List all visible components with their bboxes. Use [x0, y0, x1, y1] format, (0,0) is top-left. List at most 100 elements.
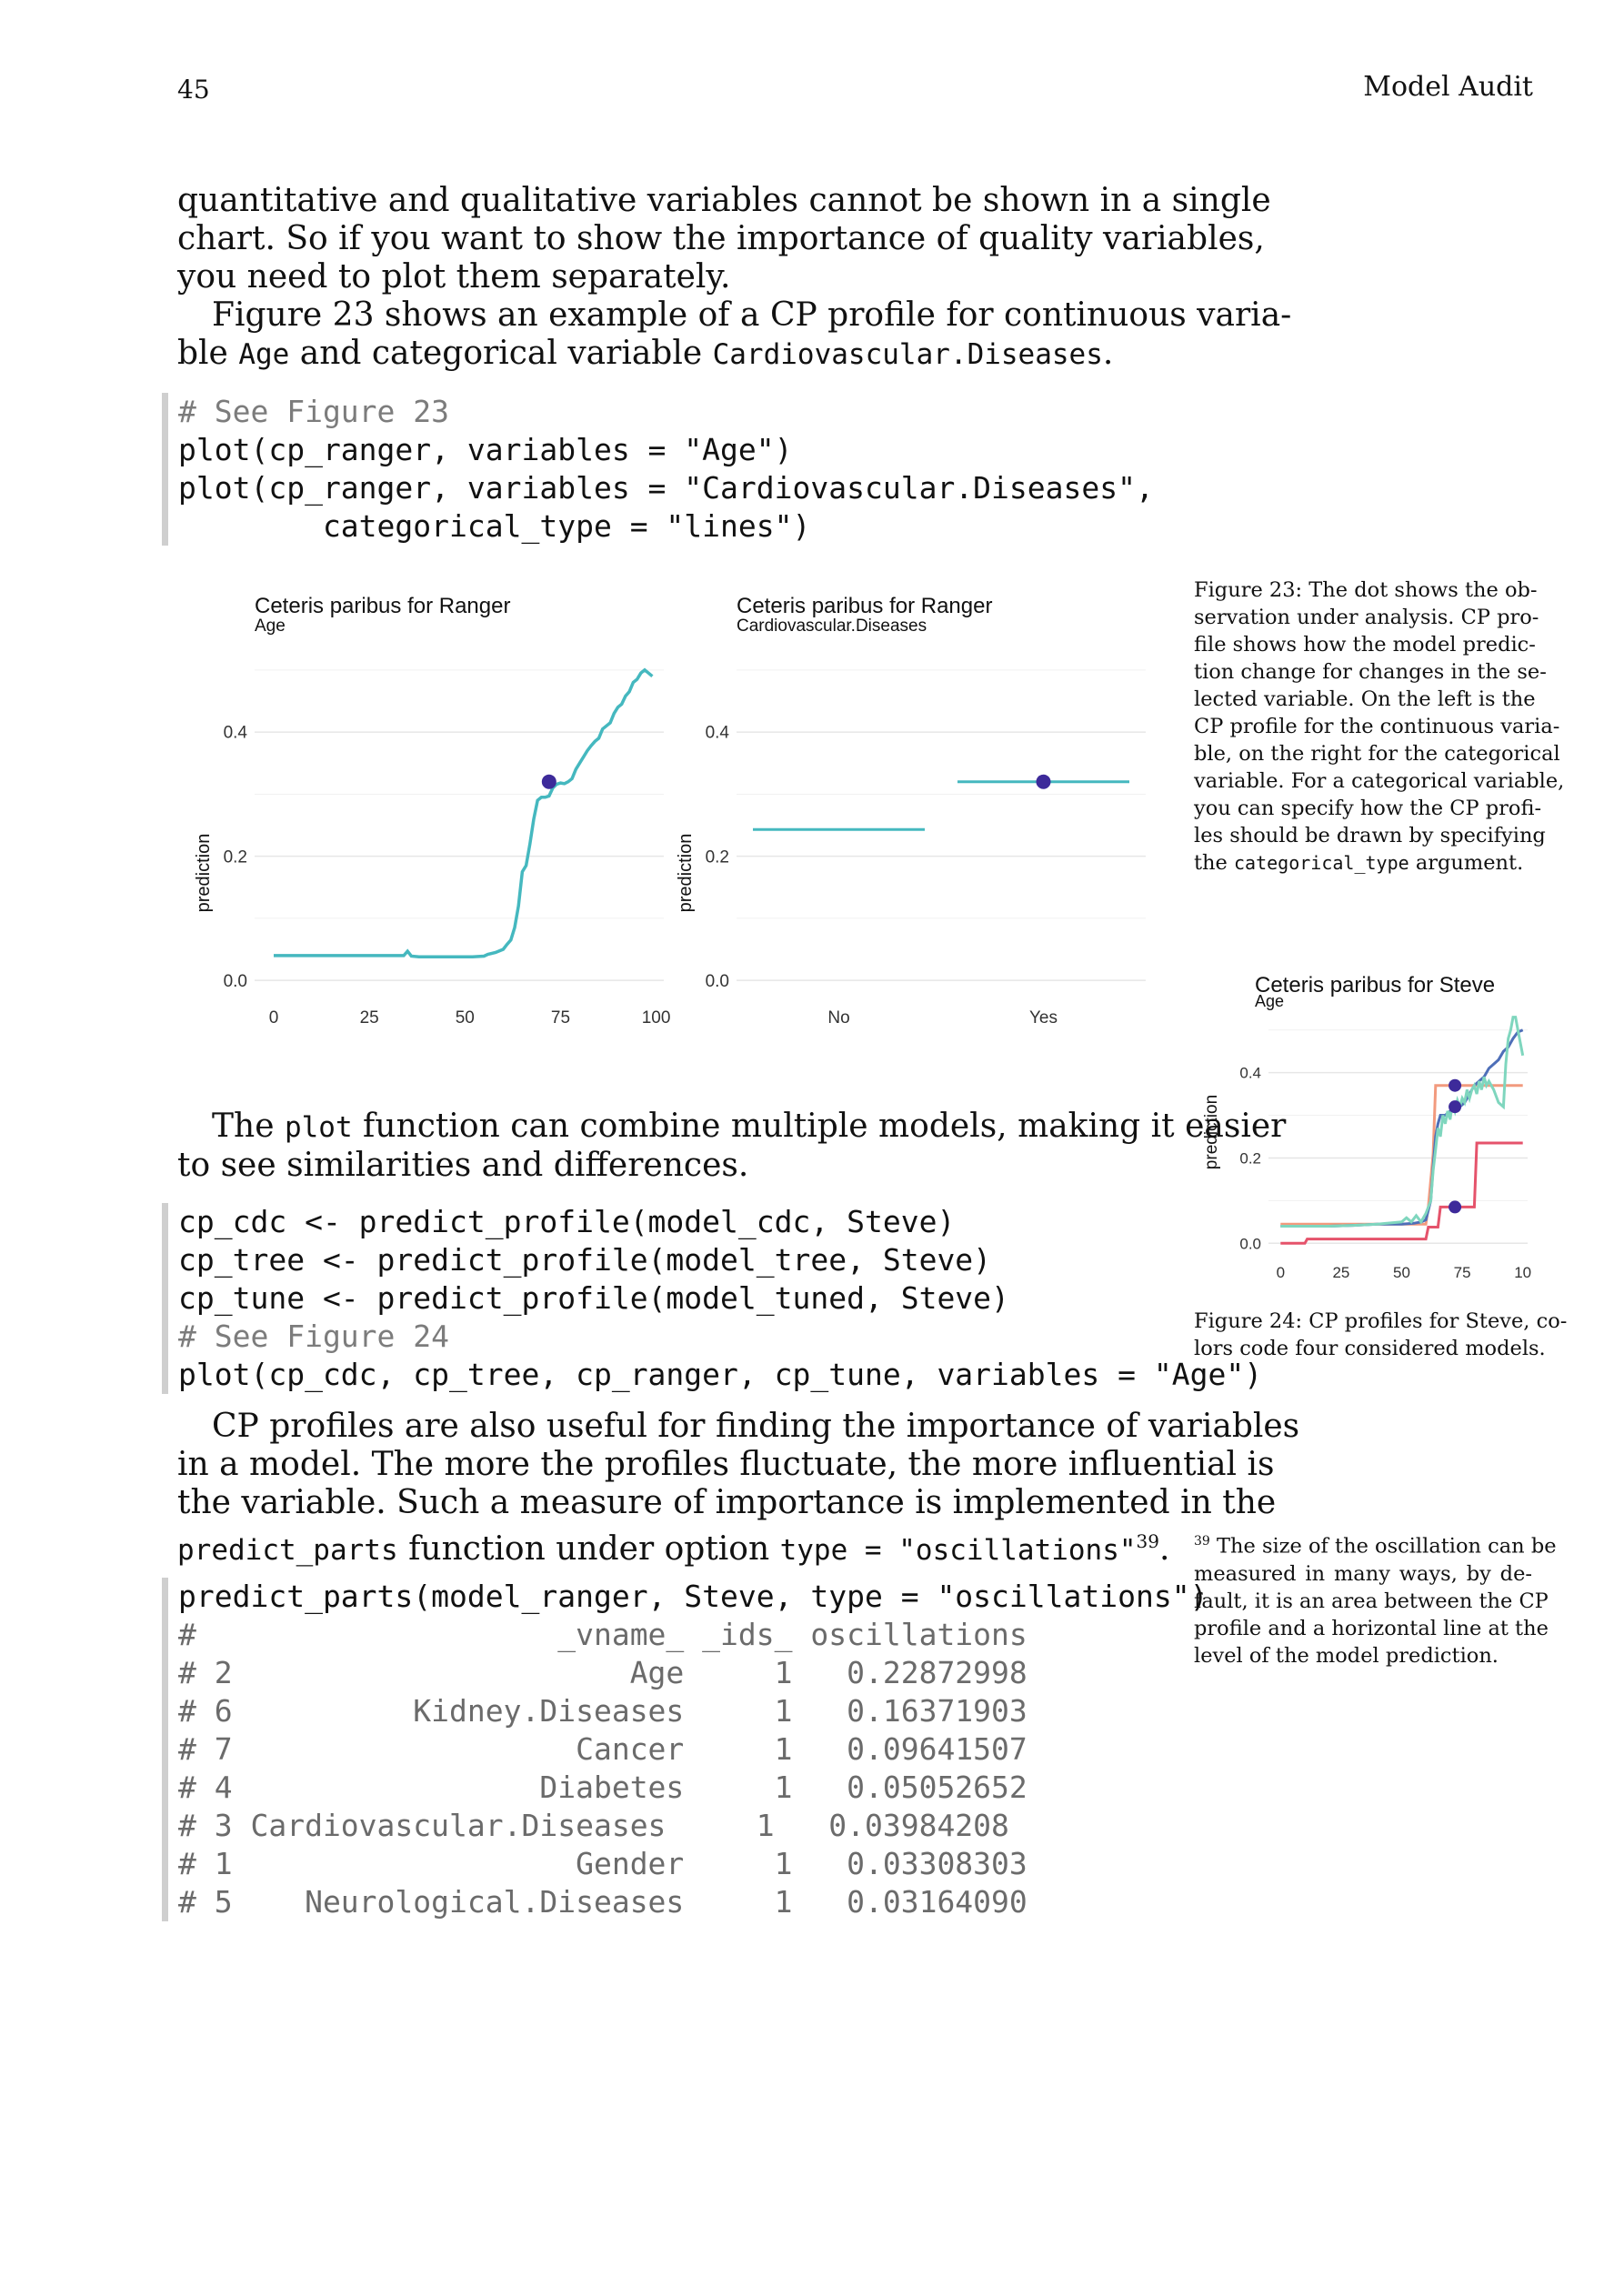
x-tick-label: 10: [1514, 1264, 1531, 1281]
code-line: cp_tune <- predict_profile(model_tuned, …: [178, 1280, 1009, 1316]
code-block-figure-23: # See Figure 23 plot(cp_ranger, variable…: [162, 393, 1154, 546]
output-line: # 6 Kidney.Diseases 1 0.16371903: [178, 1693, 1028, 1729]
caption-line: tion change for changes in the se-: [1194, 660, 1547, 684]
chart-subtitle: Age: [1255, 992, 1284, 1010]
caption-line: les should be drawn by specifying: [1194, 824, 1546, 847]
output-line: # 4 Diabetes 1 0.05052652: [178, 1770, 1028, 1805]
paragraph-3: The plot function can combine multiple m…: [177, 1108, 1287, 1185]
observation-dot: [1449, 1078, 1462, 1092]
x-tick-label: 25: [360, 1008, 379, 1028]
paragraph-1: quantitative and qualitative variables c…: [177, 182, 1292, 374]
cp-profile-line: [1280, 1028, 1524, 1228]
caption-line: lected variable. On the left is the: [1194, 687, 1536, 711]
paragraph-4: CP profiles are also useful for finding …: [177, 1408, 1300, 1569]
code-line: predict_parts(model_ranger, Steve, type …: [178, 1579, 1208, 1614]
text-line: The plot function can combine multiple m…: [212, 1108, 1287, 1145]
y-tick-label: 0.4: [706, 724, 730, 743]
cp-profile-line: [1280, 1016, 1525, 1228]
caption-line: CP profile for the continuous varia-: [1194, 715, 1560, 738]
code-comment: # See Figure 24: [178, 1318, 450, 1354]
footnote-line: measured in many ways, by de-: [1194, 1561, 1532, 1586]
footnote-line: 39 The size of the oscillation can be: [1194, 1534, 1557, 1559]
text-line: the variable. Such a measure of importan…: [177, 1484, 1277, 1521]
code-line: cp_cdc <- predict_profile(model_cdc, Ste…: [178, 1204, 956, 1239]
cp-profile-line: [274, 667, 654, 958]
x-tick-label: 75: [551, 1008, 570, 1028]
chart-title: Ceteris paribus for Ranger: [255, 594, 510, 618]
output-line: # 7 Cancer 1 0.09641507: [178, 1731, 1028, 1767]
chart-title: Ceteris paribus for Ranger: [737, 594, 992, 618]
x-tick-label: 50: [1393, 1264, 1410, 1281]
text-line: you need to plot them separately.: [177, 258, 731, 296]
chart-subtitle: Cardiovascular.Diseases: [737, 617, 927, 636]
inline-code: categorical_type: [1234, 852, 1409, 874]
caption-line: lors code four considered models.: [1194, 1337, 1546, 1360]
footnote-number: 39: [1194, 1534, 1210, 1549]
x-tick-label: 0: [269, 1008, 279, 1028]
code-block-figure-24: cp_cdc <- predict_profile(model_cdc, Ste…: [162, 1203, 1262, 1394]
text-line: CP profiles are also useful for finding …: [212, 1408, 1300, 1445]
footnote-line: profile and a horizontal line at the: [1194, 1616, 1549, 1640]
page-number: 45: [177, 75, 210, 105]
y-tick-label: 0.2: [224, 847, 247, 867]
y-axis-label: prediction: [1202, 1095, 1221, 1169]
caption-line: servation under analysis. CP pro-: [1194, 606, 1539, 629]
output-line: # 1 Gender 1 0.03308303: [178, 1846, 1028, 1881]
cp-profile-line: [1280, 1141, 1523, 1245]
text-line: to see similarities and differences.: [177, 1147, 749, 1184]
footnote-line: fault, it is an area between the CP: [1194, 1589, 1549, 1613]
caption-line: you can specify how the CP profi-: [1194, 797, 1542, 820]
y-tick-label: 0.4: [224, 724, 248, 743]
caption-line: the categorical_type argument.: [1194, 851, 1524, 875]
observation-dot: [541, 774, 556, 789]
figure-24: Ceteris paribus for Steve Age prediction…: [1202, 973, 1531, 1281]
observation-dot: [1449, 1200, 1462, 1214]
caption-line: file shows how the model predic-: [1194, 633, 1536, 657]
observation-dot: [1449, 1100, 1462, 1114]
code-line: plot(cp_ranger, variables = "Cardiovascu…: [178, 470, 1154, 506]
y-tick-label: 0.2: [706, 847, 729, 867]
chart-cp-age: Ceteris paribus for Ranger Age predictio…: [194, 594, 670, 1028]
y-tick-label: 0.0: [706, 972, 729, 991]
y-tick-label: 0.2: [1239, 1149, 1261, 1167]
text-line: quantitative and qualitative variables c…: [177, 182, 1271, 219]
figure-23: Ceteris paribus for Ranger Age predictio…: [194, 594, 1146, 1028]
running-title: Model Audit: [1363, 71, 1533, 103]
x-tick-label: 100: [642, 1008, 671, 1028]
y-tick-label: 0.0: [224, 972, 247, 991]
output-line: # 2 Age 1 0.22872998: [178, 1655, 1028, 1690]
inline-code: type = "oscillations": [779, 1534, 1137, 1567]
text-line: ble Age and categorical variable Cardiov…: [177, 335, 1114, 372]
inline-code: predict_parts: [177, 1534, 398, 1567]
code-block-oscillations: predict_parts(model_ranger, Steve, type …: [162, 1578, 1208, 1921]
caption-line: variable. For a categorical variable,: [1194, 769, 1565, 793]
output-line: # 5 Neurological.Diseases 1 0.03164090: [178, 1884, 1028, 1920]
inline-code: Age: [238, 338, 290, 371]
x-tick-label: 25: [1332, 1264, 1349, 1281]
text-line: predict_parts function under option type…: [177, 1530, 1170, 1568]
text-line: Figure 23 shows an example of a CP profi…: [212, 296, 1292, 334]
y-tick-label: 0.4: [1239, 1065, 1261, 1082]
caption-line: Figure 23: The dot shows the ob-: [1194, 578, 1538, 602]
chart-title: Ceteris paribus for Steve: [1255, 973, 1495, 998]
y-axis-label: prediction: [676, 834, 696, 913]
code-line: plot(cp_cdc, cp_tree, cp_ranger, cp_tune…: [178, 1357, 1263, 1392]
x-tick-label: 0: [1277, 1264, 1285, 1281]
text-line: in a model. The more the profiles fluctu…: [177, 1446, 1275, 1483]
footnote-line: level of the model prediction.: [1194, 1643, 1499, 1668]
output-line: # 3 Cardiovascular.Diseases 1 0.03984208: [178, 1808, 1009, 1843]
observation-dot: [1036, 774, 1051, 789]
chart-cp-steve: Ceteris paribus for Steve Age prediction…: [1202, 973, 1531, 1281]
chart-subtitle: Age: [255, 617, 286, 636]
x-tick-label: Yes: [1029, 1008, 1058, 1028]
output-line: # _vname_ _ids_ oscillations: [178, 1617, 1028, 1652]
caption-line: ble, on the right for the categorical: [1194, 742, 1560, 766]
inline-code: Cardiovascular.Diseases: [712, 338, 1103, 371]
chart-cp-cardiovascular: Ceteris paribus for Ranger Cardiovascula…: [676, 594, 1146, 1028]
y-tick-label: 0.0: [1239, 1235, 1261, 1252]
cp-profile-line: [1280, 1084, 1523, 1226]
text-line: chart. So if you want to show the import…: [177, 220, 1265, 257]
y-axis-label: prediction: [194, 834, 214, 913]
footnote-39: 39 The size of the oscillation can be me…: [1194, 1528, 1557, 1669]
caption-line: Figure 24: CP profiles for Steve, co-: [1194, 1309, 1568, 1333]
